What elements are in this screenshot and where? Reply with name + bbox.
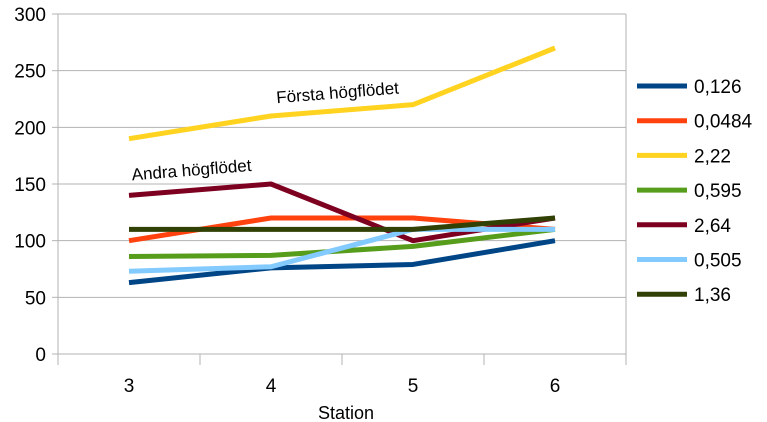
legend-label: 2,64	[694, 216, 731, 237]
series-line	[129, 215, 556, 232]
x-tick-label: 6	[550, 376, 561, 397]
y-tick-label: 200	[14, 118, 46, 139]
x-axis-ticks: 3 4 5 6	[57, 354, 627, 397]
annotation-label: Första högflödet	[276, 78, 400, 107]
legend-label: 0,0484	[694, 112, 753, 133]
y-tick-label: 150	[14, 175, 46, 196]
series-line	[128, 226, 555, 274]
x-tick-label: 3	[124, 376, 135, 397]
y-tick-label: 50	[25, 288, 46, 309]
series-line	[128, 226, 556, 260]
x-tick-label: 4	[266, 376, 277, 397]
legend-label: 0,505	[694, 251, 742, 272]
chart-annotations: Första högflödet Andra högflödet	[131, 78, 400, 184]
y-tick-label: 250	[14, 62, 46, 83]
legend-label: 0,595	[694, 181, 742, 202]
y-axis-ticks: 0 50 100 150 200 250 300	[14, 5, 58, 366]
y-tick-label: 300	[14, 5, 46, 26]
legend-label: 1,36	[694, 285, 731, 306]
series-line	[128, 45, 556, 142]
series-line	[128, 238, 556, 286]
x-axis-label: Station	[318, 403, 374, 422]
legend-label: 0,126	[694, 77, 742, 98]
legend: 0,126 0,0484 2,22 0,595 2,64 0,505 1,36	[637, 77, 753, 306]
grid-lines	[58, 13, 626, 355]
x-tick-label: 5	[408, 376, 419, 397]
series-lines	[128, 45, 556, 286]
y-tick-label: 0	[35, 345, 46, 366]
legend-label: 2,22	[694, 146, 731, 167]
y-tick-label: 100	[14, 232, 46, 253]
annotation-label: Andra högflödet	[131, 156, 252, 185]
